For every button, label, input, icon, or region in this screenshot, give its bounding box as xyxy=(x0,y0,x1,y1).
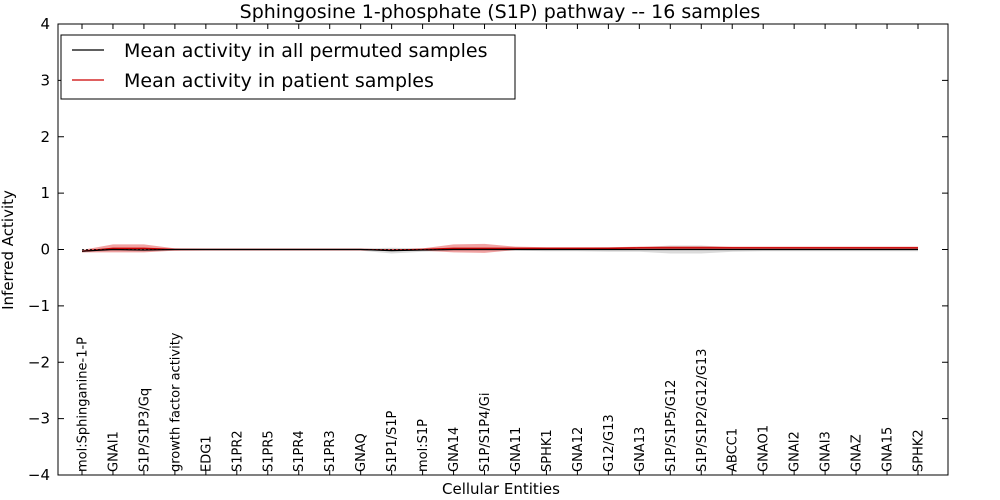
x-tick-label: GNAQ xyxy=(354,433,369,472)
x-tick-label: GNAI1 xyxy=(107,431,122,472)
x-tick-label: GNAO1 xyxy=(757,425,772,472)
y-tick-label: −3 xyxy=(28,410,50,428)
x-tick-label: S1PR5 xyxy=(261,430,276,472)
x-tick-label: S1P1/S1P xyxy=(385,410,400,472)
y-tick-label: −2 xyxy=(28,353,50,371)
x-tick-label: ABCC1 xyxy=(726,428,741,472)
legend-label-permuted: Mean activity in all permuted samples xyxy=(124,40,487,62)
legend-label-patient: Mean activity in patient samples xyxy=(124,70,434,92)
y-tick-label: 2 xyxy=(40,128,50,146)
x-tick-label: S1P/S1P4/Gi xyxy=(478,393,493,472)
x-tick-label: GNAI3 xyxy=(819,431,834,472)
x-tick-label: EDG1 xyxy=(199,435,214,472)
x-tick-label: GNA14 xyxy=(447,427,462,472)
x-tick-label: GNA11 xyxy=(509,427,524,472)
y-tick-label: −1 xyxy=(28,297,50,315)
legend-box xyxy=(60,34,516,100)
x-tick-label: S1P/S1P3/Gq xyxy=(137,388,152,472)
x-tick-label: S1PR2 xyxy=(230,430,245,472)
y-tick-label: 1 xyxy=(40,184,50,202)
x-tick-label: SPHK1 xyxy=(540,429,555,472)
y-tick-label: 0 xyxy=(40,241,50,259)
x-tick-label: mol:Sphinganine-1-P xyxy=(76,337,91,472)
legend: Mean activity in all permuted samples Me… xyxy=(60,34,516,100)
y-tick-label: 3 xyxy=(40,71,50,89)
x-tick-label: S1PR3 xyxy=(323,430,338,472)
x-axis-label: Cellular Entities xyxy=(442,480,560,498)
plot-area xyxy=(57,23,949,476)
x-tick-label: GNAZ xyxy=(850,434,865,472)
x-tick-label: S1PR4 xyxy=(292,430,307,472)
x-tick-label: G12/G13 xyxy=(602,414,617,472)
x-tick-label: GNA12 xyxy=(571,427,586,472)
x-tick-label: growth factor activity xyxy=(168,332,183,472)
x-tick-label: GNAI2 xyxy=(788,431,803,472)
x-tick-label: GNA15 xyxy=(881,427,896,472)
x-tick-label: mol:S1P xyxy=(416,419,431,472)
y-tick-label: −4 xyxy=(28,466,50,484)
x-tick-label: GNA13 xyxy=(633,427,648,472)
x-tick-label: S1P/S1P5/G12 xyxy=(664,380,679,472)
y-tick-label: 4 xyxy=(40,15,50,33)
x-tick-label: SPHK2 xyxy=(912,429,927,472)
chart-title: Sphingosine 1-phosphate (S1P) pathway --… xyxy=(240,1,761,23)
y-axis-label: Inferred Activity xyxy=(0,190,17,310)
x-tick-label: S1P/S1P2/G12/G13 xyxy=(695,349,710,472)
